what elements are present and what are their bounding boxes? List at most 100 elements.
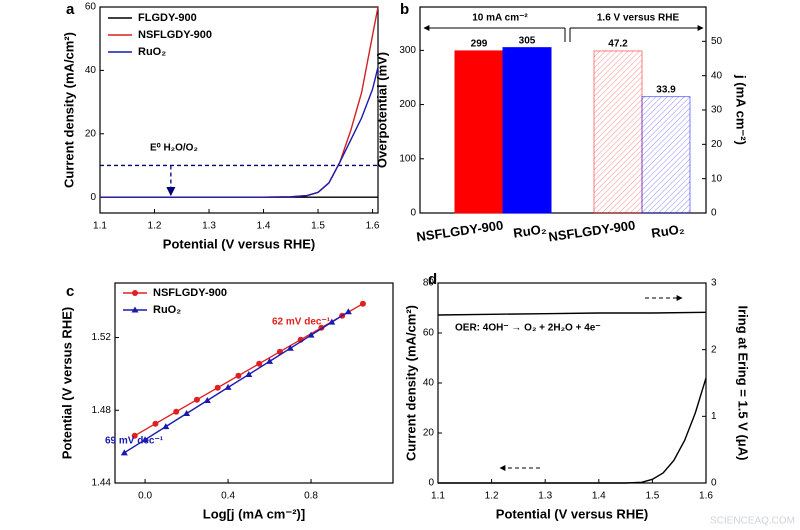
- y2-tick-label: 2: [711, 344, 717, 355]
- x-tick-label: 1.3: [538, 491, 552, 502]
- marker: [131, 432, 138, 439]
- y-tick-label: 60: [85, 2, 97, 13]
- y-tick-label: 80: [423, 278, 435, 289]
- y2-tick-label: 10: [711, 173, 723, 184]
- y2-tick-label: 3: [711, 278, 717, 289]
- marker: [266, 357, 274, 364]
- marker: [256, 360, 263, 367]
- annotation: 69 mV dec⁻¹: [105, 436, 164, 447]
- marker: [193, 396, 200, 403]
- legend-label: NSFLGDY-900: [138, 29, 212, 41]
- panel-letter: b: [400, 1, 409, 18]
- watermark: SCIENCEAQ.COM: [710, 516, 795, 527]
- marker: [224, 383, 232, 390]
- annotation: OER: 4OH⁻ → O₂ + 2H₂O + 4e⁻: [455, 323, 601, 334]
- panel: a 0 20 40 60 1.1 1.2 1.3 1.4 1.5 1.6 Potential (V v…: [61, 1, 379, 251]
- x-tick-label: 1.2: [148, 221, 162, 232]
- y-axis-title: Current density (mA/cm²): [61, 32, 76, 188]
- y2-tick-label: 20: [711, 139, 723, 150]
- y2-tick-label: 1: [711, 411, 717, 422]
- legend-marker: [132, 290, 138, 296]
- y2-tick-label: 0: [711, 478, 717, 489]
- x-tick-label: 1.4: [592, 491, 606, 502]
- x-tick-label: 0.8: [304, 491, 318, 502]
- marker: [152, 420, 159, 427]
- y-axis-title: Overpotential (mV): [374, 52, 389, 168]
- category-label: RuO₂: [512, 221, 547, 241]
- marker: [141, 436, 149, 443]
- series-line: [437, 311, 707, 316]
- y2-tick-label: 40: [711, 70, 723, 81]
- y-tick-label: 1.48: [92, 405, 112, 416]
- bar: [593, 50, 643, 214]
- panel-letter: a: [66, 1, 75, 18]
- group-label: 10 mA cm⁻²: [472, 13, 528, 24]
- value-label: 33.9: [656, 84, 676, 95]
- series-line: [438, 377, 707, 484]
- y-tick-label: 60: [423, 328, 435, 339]
- legend-marker: [131, 306, 139, 313]
- marker: [173, 408, 180, 415]
- x-tick-label: 1.4: [257, 221, 271, 232]
- y-tick-label: 40: [85, 65, 97, 76]
- y-axis-title: Current density (mA/cm²): [403, 305, 418, 461]
- y2-tick-label: 0: [711, 208, 717, 219]
- y-tick-label: 0: [428, 478, 434, 489]
- panel: c 1.44 1.48 1.52 0.0 0.4 0.8 Log[j (mA cm⁻²)] Po…: [59, 282, 394, 521]
- annotation: E⁰ H₂O/O₂: [150, 143, 198, 154]
- y2-axis-title: Iring at Ering = 1.5 V (μA): [736, 306, 751, 461]
- marker: [120, 449, 128, 456]
- category-label: NSFLGDY-900: [416, 217, 505, 244]
- y-axis-title: Potential (V versus RHE): [59, 307, 74, 459]
- legend-label: RuO₂: [138, 46, 166, 58]
- y-tick-label: 20: [85, 128, 97, 139]
- x-tick-label: 1.5: [311, 221, 325, 232]
- marker: [245, 370, 253, 377]
- category-label: NSFLGDY-900: [548, 217, 637, 244]
- panel-letter: d: [428, 271, 437, 288]
- legend-label: NSFLGDY-900: [153, 287, 227, 299]
- marker: [162, 423, 170, 430]
- x-tick-label: 0.4: [221, 491, 235, 502]
- y-tick-label: 0: [90, 192, 96, 203]
- x-tick-label: 1.6: [366, 221, 380, 232]
- plot-frame: [99, 6, 379, 214]
- legend-label: FLGDY-900: [138, 12, 197, 24]
- bar: [641, 96, 691, 214]
- marker: [203, 396, 211, 403]
- x-tick-label: 0.0: [138, 491, 152, 502]
- y-tick-label: 20: [423, 428, 435, 439]
- y-tick-label: 40: [423, 378, 435, 389]
- series-line: [123, 311, 349, 454]
- marker: [235, 372, 242, 379]
- y2-axis-title: j (mA cm⁻²): [734, 74, 749, 145]
- legend-label: RuO₂: [153, 304, 181, 316]
- plot-frame: [114, 282, 394, 484]
- x-tick-label: 1.1: [431, 491, 445, 502]
- category-label: RuO₂: [650, 221, 685, 241]
- marker: [307, 331, 315, 338]
- marker: [359, 300, 366, 307]
- y-tick-label: 1.52: [92, 332, 112, 343]
- marker: [328, 318, 336, 325]
- x-tick-label: 1.6: [699, 491, 713, 502]
- value-label: 299: [471, 39, 488, 50]
- marker: [286, 344, 294, 351]
- x-tick-label: 1.3: [202, 221, 216, 232]
- value-label: 47.2: [608, 39, 628, 50]
- y-tick-label: 1.44: [92, 478, 112, 489]
- panel: b 0 100 200 300 0 10 20 30 40 50 Overpotential (mV)…: [374, 1, 748, 244]
- panel: d 0 20 40 60 80 0 1 2 3 1.1 1.2 1.3 1.4 1.5 1.6 Potentia…: [403, 271, 750, 521]
- bar: [454, 50, 504, 214]
- value-label: 305: [519, 35, 536, 46]
- group-label: 1.6 V versus RHE: [597, 13, 680, 24]
- bar: [502, 47, 552, 214]
- y2-tick-label: 50: [711, 36, 723, 47]
- x-axis-title: Potential (V versus RHE): [163, 236, 315, 251]
- x-axis-title: Log[j (mA cm⁻²)]: [203, 506, 305, 521]
- x-tick-label: 1.1: [93, 221, 107, 232]
- marker: [344, 308, 352, 315]
- y-tick-label: 0: [410, 208, 416, 219]
- x-tick-label: 1.2: [485, 491, 499, 502]
